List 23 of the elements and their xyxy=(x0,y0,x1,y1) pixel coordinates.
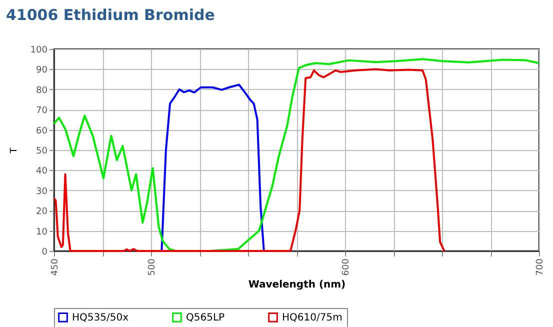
y-tick-label: 60 xyxy=(36,126,48,136)
x-axis-title: Wavelength (nm) xyxy=(248,280,346,291)
x-tick-label: 450 xyxy=(50,258,60,276)
x-tick-label: 500 xyxy=(148,258,158,276)
y-tick-label: 50 xyxy=(36,146,48,156)
x-tick-label: 600 xyxy=(342,258,352,276)
legend-label: HQ610/75m xyxy=(282,312,342,324)
line-series xyxy=(53,68,446,252)
y-tick-label: 70 xyxy=(36,106,48,116)
y-tick-label: 80 xyxy=(36,86,48,96)
line-series xyxy=(160,84,265,252)
y-tick-label: 90 xyxy=(36,66,48,76)
y-tick-label: 100 xyxy=(30,46,48,56)
legend-label: HQ535/50x xyxy=(72,312,129,324)
y-tick-label: 20 xyxy=(36,207,48,218)
y-tick-label: 0 xyxy=(42,248,48,258)
legend-label: Q565LP xyxy=(186,312,225,324)
x-tick-label: 700 xyxy=(536,258,546,276)
chart-title: 41006 Ethidium Bromide xyxy=(6,6,215,24)
y-tick-label: 10 xyxy=(36,227,48,238)
y-tick-label: 30 xyxy=(36,186,48,197)
y-tick-label: 40 xyxy=(36,166,48,177)
y-axis-title: T xyxy=(9,147,20,154)
